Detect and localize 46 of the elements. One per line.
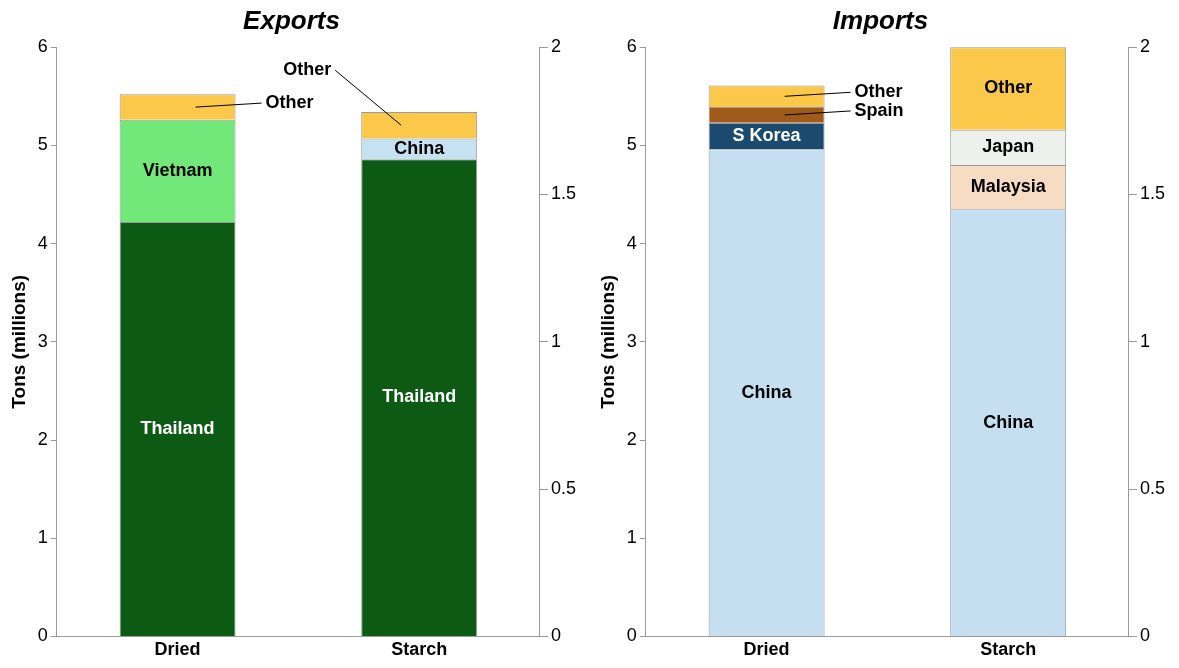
- y2-tick-label: 1: [550, 330, 561, 351]
- series-label: Other: [854, 81, 903, 102]
- series-label: China: [394, 137, 446, 158]
- y-axis-title: Tons (millions): [596, 274, 618, 409]
- chart-title: Exports: [243, 4, 340, 35]
- y-tick-label: 4: [37, 232, 48, 253]
- series-label: Thailand: [140, 417, 215, 438]
- y2-tick-label: 1.5: [550, 183, 577, 204]
- y-tick-label: 1: [37, 527, 48, 548]
- y-tick-label: 6: [626, 36, 637, 57]
- series-label: Other: [265, 92, 314, 113]
- y-tick-label: 3: [626, 330, 637, 351]
- y2-tick-label: 0.5: [550, 478, 577, 499]
- y-tick-label: 1: [626, 527, 637, 548]
- y-tick-label: 0: [626, 625, 637, 646]
- y2-tick-label: 1.5: [1139, 183, 1166, 204]
- y2-tick-label: 0: [550, 625, 561, 646]
- x-tick-label: Starch: [391, 639, 448, 660]
- series-label: Spain: [854, 99, 904, 120]
- y-tick-label: 6: [37, 36, 48, 57]
- y2-tick-label: 2: [1139, 36, 1150, 57]
- y-axis-title: Tons (millions): [7, 274, 29, 409]
- y-tick-label: 5: [626, 134, 637, 155]
- series-label: Thailand: [382, 386, 457, 407]
- series-label: China: [741, 381, 793, 402]
- x-tick-label: Starch: [980, 639, 1037, 660]
- series-label: China: [983, 411, 1035, 432]
- text: Other: [283, 59, 332, 80]
- series-label: S Korea: [732, 125, 802, 146]
- y2-tick-label: 1: [1139, 330, 1150, 351]
- y-tick-label: 2: [37, 428, 48, 449]
- y2-tick-label: 0: [1139, 625, 1150, 646]
- y-tick-label: 4: [626, 232, 637, 253]
- chart-title: Imports: [832, 4, 929, 35]
- series-label: Other: [984, 77, 1033, 98]
- series-label: Malaysia: [970, 176, 1047, 197]
- series-label: Japan: [982, 136, 1035, 157]
- x-tick-label: Dried: [154, 639, 201, 660]
- y-tick-label: 0: [37, 625, 48, 646]
- y2-tick-label: 0.5: [1139, 478, 1166, 499]
- series-label: Vietnam: [142, 159, 213, 180]
- y-tick-label: 5: [37, 134, 48, 155]
- x-tick-label: Dried: [743, 639, 790, 660]
- y-tick-label: 3: [37, 330, 48, 351]
- y-tick-label: 2: [626, 428, 637, 449]
- y2-tick-label: 2: [550, 36, 561, 57]
